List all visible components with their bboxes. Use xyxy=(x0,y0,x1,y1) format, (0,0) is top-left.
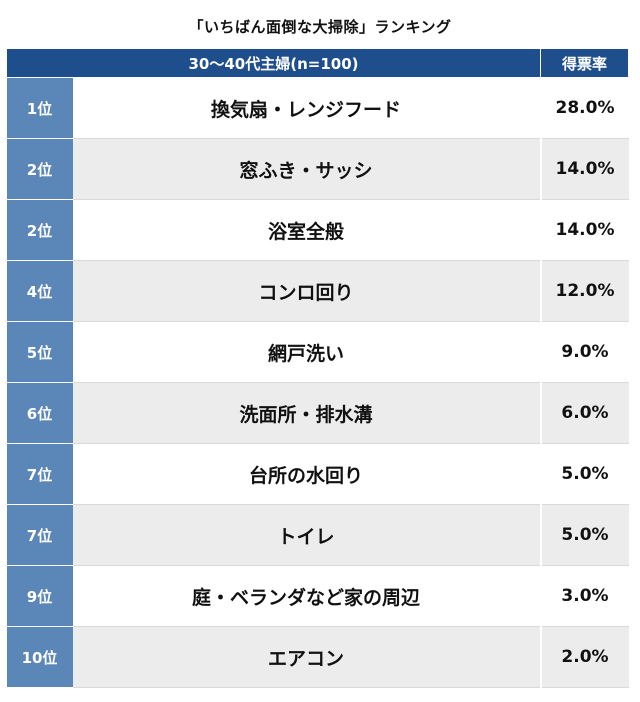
item-label: トイレ xyxy=(72,504,541,566)
ranking-table: 30〜40代主婦(n=100) 得票率 1位 換気扇・レンジフード 28.0% 2位窓… xyxy=(6,48,629,688)
rank-label: 1位 xyxy=(6,77,73,139)
table-row: 10位 エアコン 2.0% xyxy=(6,626,629,688)
percent-label: 5.0% xyxy=(539,504,629,566)
item-label: 庭・ベランダなど家の周辺 xyxy=(72,565,541,627)
item-label: エアコン xyxy=(72,626,541,688)
percent-label: 14.0% xyxy=(539,138,629,200)
rank-label: 2位 xyxy=(6,138,73,200)
table-row: 4位 コンロ回り 12.0% xyxy=(6,260,629,322)
table-row: 7位 台所の水回り 5.0% xyxy=(6,443,629,505)
rank-label: 7位 xyxy=(6,504,73,566)
table-row: 6位 洗面所・排水溝 6.0% xyxy=(6,382,629,444)
rank-label: 7位 xyxy=(6,443,73,505)
rank-label: 4位 xyxy=(6,260,73,322)
rank-label: 6位 xyxy=(6,382,73,444)
table-row: 2位 浴室全般 14.0% xyxy=(6,199,629,261)
percent-label: 9.0% xyxy=(539,321,629,383)
percent-label: 14.0% xyxy=(539,199,629,261)
percent-label: 2.0% xyxy=(539,626,629,688)
column-header-percent: 得票率 xyxy=(540,48,629,78)
table-row: 1位 換気扇・レンジフード 28.0% xyxy=(6,77,629,139)
column-header-item: 30〜40代主婦(n=100) xyxy=(6,48,541,78)
rank-label: 10位 xyxy=(6,626,73,688)
table-row: 7位 トイレ 5.0% xyxy=(6,504,629,566)
rank-label: 2位 xyxy=(6,199,73,261)
percent-label: 12.0% xyxy=(539,260,629,322)
percent-label: 28.0% xyxy=(539,77,629,139)
table-row: 9位 庭・ベランダなど家の周辺 3.0% xyxy=(6,565,629,627)
item-label: コンロ回り xyxy=(72,260,541,322)
chart-title: 「いちばん面倒な大掃除」ランキング xyxy=(188,18,452,36)
ranking-body: 1位 換気扇・レンジフード 28.0% 2位 窓ふき・サッシ 14.0% 2位 浴室全般 14.… xyxy=(6,77,629,688)
item-label: 窓ふき・サッシ xyxy=(72,138,541,200)
rank-label: 5位 xyxy=(6,321,73,383)
percent-label: 3.0% xyxy=(539,565,629,627)
item-label: 浴室全般 xyxy=(72,199,541,261)
table-header-row: 30〜40代主婦(n=100) 得票率 xyxy=(6,48,629,78)
item-label: 台所の水回り xyxy=(72,443,541,505)
table-row: 2位 窓ふき・サッシ 14.0% xyxy=(6,138,629,200)
percent-label: 5.0% xyxy=(539,443,629,505)
rank-label: 9位 xyxy=(6,565,73,627)
percent-label: 6.0% xyxy=(539,382,629,444)
item-label: 換気扇・レンジフード xyxy=(72,77,541,139)
table-row: 5位 網戸洗い 9.0% xyxy=(6,321,629,383)
item-label: 網戸洗い xyxy=(72,321,541,383)
item-label: 洗面所・排水溝 xyxy=(72,382,541,444)
